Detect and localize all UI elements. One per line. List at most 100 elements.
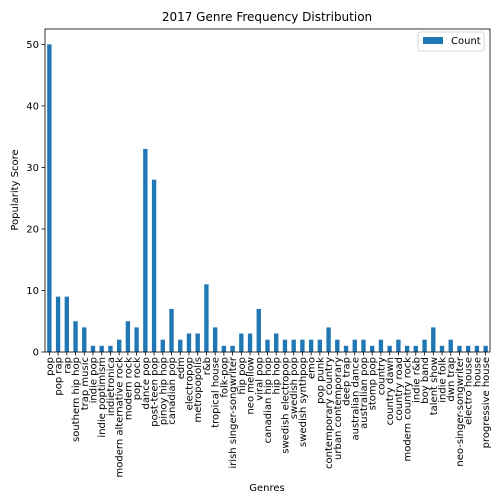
bar-4: [82, 327, 87, 352]
bar-7: [108, 345, 113, 352]
x-axis-title: Genres: [249, 483, 285, 494]
x-tick-label-18: r&b: [202, 357, 213, 375]
x-tick-label-3: southern hip hop: [71, 357, 82, 442]
bar-2: [64, 296, 69, 352]
x-tick-label-21: irish singer-songwriter: [228, 356, 239, 468]
x-tick-label-20: folk-pop: [219, 357, 230, 398]
x-tick-label-28: swedish pop: [289, 357, 300, 419]
y-tick-label-2: 20: [26, 224, 39, 235]
x-tick-label-12: post-teen pop: [150, 357, 161, 427]
y-axis: 0 10 20 30 40 50: [26, 40, 45, 359]
bar-13: [160, 339, 165, 352]
x-tick-label-49: house: [472, 357, 483, 387]
x-tick-label-35: australian dance: [350, 357, 361, 441]
bar-38: [378, 339, 384, 352]
bar-5: [90, 345, 96, 352]
x-tick-label-11: dance pop: [141, 357, 152, 409]
bar-50: [483, 345, 488, 352]
x-tick-label-47: neo-singer-songwriter: [455, 356, 466, 466]
x-tick-label-40: country road: [394, 357, 405, 421]
y-tick-label-5: 50: [26, 40, 39, 51]
y-tick-label-0: 0: [33, 348, 39, 359]
x-tick-label-14: canadian pop: [167, 357, 178, 425]
y-tick-label-1: 10: [26, 286, 39, 297]
bar-12: [151, 179, 157, 352]
bar-0: [47, 44, 52, 352]
bar-10: [134, 327, 139, 352]
x-tick-label-6: indie poptimism: [97, 357, 108, 438]
x-tick-label-38: country: [376, 357, 387, 395]
x-tick-label-32: contemporary country: [324, 357, 335, 469]
x-tick-label-46: dwn trap: [446, 357, 457, 402]
bar-33: [335, 339, 340, 352]
bar-6: [99, 345, 104, 352]
bar-48: [466, 345, 471, 352]
bar-8: [116, 339, 122, 352]
x-tick-label-29: swedish synthpop: [298, 357, 309, 447]
y-tick-label-4: 40: [26, 101, 39, 112]
bar-14: [169, 308, 174, 352]
bar-19: [212, 327, 218, 352]
bar-30: [308, 339, 314, 352]
bar-44: [431, 327, 436, 352]
bar-47: [457, 345, 462, 352]
bar-28: [291, 339, 296, 352]
bar-35: [352, 339, 357, 352]
x-tick-label-33: urban contemporary: [333, 357, 344, 460]
bar-46: [448, 339, 453, 352]
x-tick-label-22: hip pop: [237, 357, 248, 394]
x-tick-label-0: pop: [45, 357, 56, 376]
x-tick-label-48: electro house: [464, 357, 475, 425]
bar-16: [186, 333, 192, 352]
bar-22: [239, 333, 244, 352]
bar-17: [195, 333, 200, 352]
plot-area: [47, 44, 488, 352]
x-tick-label-42: indie r&b: [411, 357, 422, 403]
x-tick-label-30: emo: [307, 357, 318, 379]
legend-frame: [417, 31, 485, 52]
x-tick-label-4: trap music: [80, 357, 91, 410]
bar-27: [282, 339, 288, 352]
bar-25: [265, 339, 270, 352]
bar-49: [474, 345, 480, 352]
x-tick-label-8: modern alternative rock: [115, 357, 126, 478]
bar-11: [143, 148, 148, 352]
x-tick-label-31: pop punk: [315, 357, 326, 404]
x-tick-label-19: tropical house: [211, 357, 222, 428]
bar-45: [439, 345, 445, 352]
bar-40: [396, 339, 401, 352]
x-tick-label-45: indie folk: [438, 357, 449, 403]
chart-title: 2017 Genre Frequency Distribution: [162, 10, 372, 24]
x-tick-label-37: stomp pop: [368, 357, 379, 410]
x-tick-label-2: rap: [62, 357, 73, 374]
legend: Count: [417, 31, 485, 52]
x-tick-label-34: deep trap: [342, 357, 353, 406]
x-tick-label-9: modern rock: [123, 357, 134, 420]
bar-42: [413, 345, 419, 352]
x-tick-label-1: pop rap: [54, 357, 65, 396]
bar-37: [370, 345, 375, 352]
x-tick-label-23: neo mellow: [246, 357, 257, 415]
bar-23: [247, 333, 253, 352]
x-tick-label-43: boy band: [420, 357, 431, 404]
x-tick-label-44: talent show: [429, 357, 440, 415]
bar-29: [300, 339, 305, 352]
bar-1: [55, 296, 61, 352]
x-tick-label-16: electropop: [184, 357, 195, 410]
x-tick-label-5: indie pop: [88, 357, 99, 403]
x-tick-label-26: hip hop: [272, 357, 283, 394]
bar-21: [230, 345, 235, 352]
y-tick-label-3: 30: [26, 163, 39, 174]
legend-label: Count: [451, 36, 481, 47]
x-tick-label-7: indietronica: [106, 357, 117, 416]
y-axis-title: Popularity Score: [10, 149, 21, 230]
bar-41: [404, 345, 410, 352]
bar-31: [317, 339, 323, 352]
x-tick-label-25: canadian hip hop: [263, 357, 274, 443]
bar-24: [256, 308, 261, 352]
x-tick-label-24: viral pop: [254, 357, 265, 401]
x-tick-label-13: pinoy hip hop: [158, 357, 169, 425]
x-tick-label-36: australian pop: [359, 357, 370, 429]
